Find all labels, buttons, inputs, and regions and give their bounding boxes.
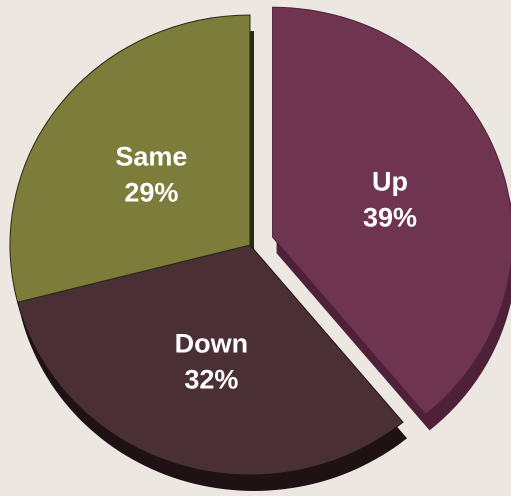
pie-slice-same	[9, 14, 251, 303]
pie-slice-down	[16, 244, 404, 476]
slice-label-up: Up	[372, 167, 408, 197]
slice-value-up: 39%	[363, 203, 417, 233]
slice-value-down: 32%	[184, 365, 238, 395]
pie-slice-up	[272, 6, 511, 416]
slice-value-same: 29%	[124, 178, 178, 208]
slice-label-same: Same	[115, 142, 187, 172]
slice-label-down: Down	[175, 329, 249, 359]
